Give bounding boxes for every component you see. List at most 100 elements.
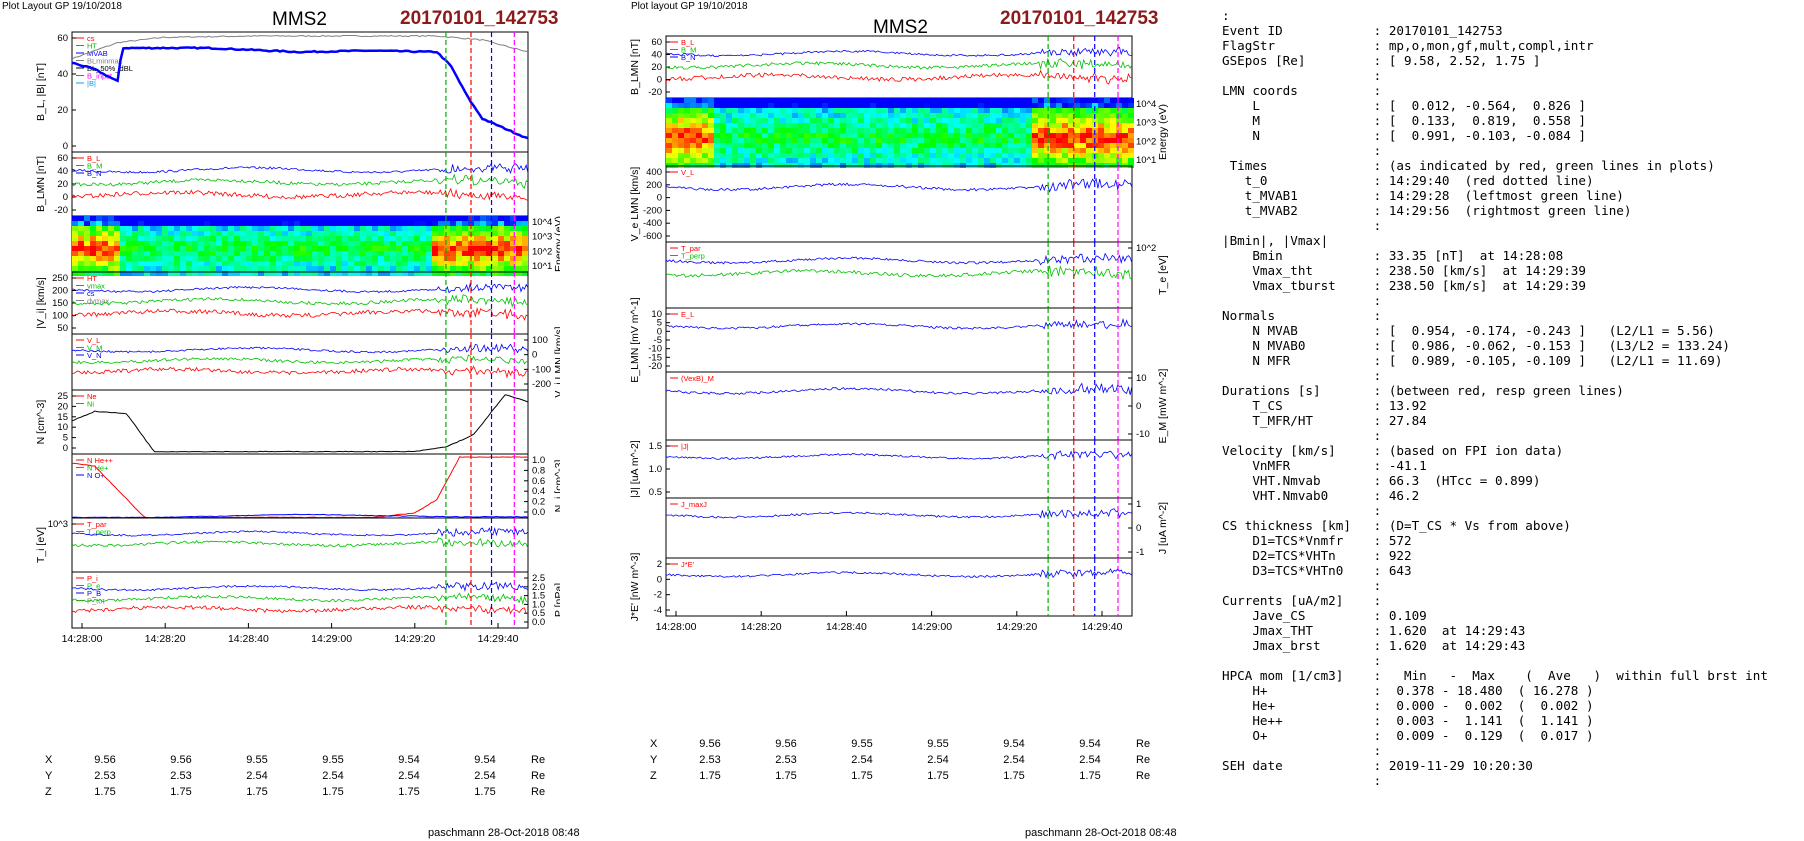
- coord-row: Z 1.75 1.75 1.75 1.75 1.75 1.75 Re: [650, 768, 1150, 784]
- panel-frame: [71, 453, 529, 519]
- y-tick-label: 0.6: [532, 476, 545, 487]
- y-tick-label: 10^2: [1136, 136, 1156, 147]
- coord-value: 1.75: [699, 770, 721, 782]
- info-key: D3=TCS*VHTn0: [1222, 563, 1374, 578]
- info-line: :: [1222, 773, 1768, 788]
- info-key: |Bmin|, |Vmax|: [1222, 233, 1374, 248]
- info-value: :: [1373, 428, 1382, 443]
- y-tick-label: 400: [646, 167, 662, 178]
- y-tick-label: 0: [63, 192, 68, 203]
- event-title-2: 20170101_142753: [1000, 8, 1159, 29]
- y-axis-label: T_i [eV]: [35, 527, 47, 563]
- legend-entry: T_par: [87, 520, 107, 529]
- info-key: Velocity [km/s]: [1222, 443, 1374, 458]
- coord-label: X: [650, 738, 658, 750]
- time-tick-label: 14:29:20: [394, 633, 435, 645]
- info-key: [1222, 503, 1374, 518]
- legend-entry: J*E': [681, 560, 695, 569]
- coord-unit: Re: [1136, 738, 1151, 750]
- trace: [665, 177, 1133, 193]
- coord-unit: Re: [531, 754, 546, 766]
- coord-value: 2.53: [775, 754, 797, 766]
- info-value: : [ 0.954, -0.174, -0.243 ] (L2/L1 = 5.5…: [1373, 323, 1715, 338]
- y-tick-label: 1: [1136, 499, 1141, 510]
- coord-value: 1.75: [170, 786, 192, 798]
- legend-entry: T_perp: [681, 252, 705, 261]
- info-key: D2=TCS*VHTn: [1222, 548, 1374, 563]
- coord-row: X 9.56 9.56 9.55 9.55 9.54 9.54 Re: [650, 736, 1150, 752]
- info-value: : 14:29:56 (rightmost green line): [1373, 203, 1632, 218]
- info-key: [1222, 143, 1374, 158]
- info-value: : 14:29:28 (leftmost green line): [1373, 188, 1624, 203]
- y-tick-label: -200: [532, 379, 551, 390]
- trace: [665, 508, 1133, 519]
- y-tick-label: -20: [648, 361, 662, 372]
- info-value: : 46.2: [1373, 488, 1420, 503]
- coord-value: 2.54: [474, 770, 496, 782]
- y-tick-label: -10: [1136, 429, 1150, 440]
- info-line: :: [1222, 143, 1768, 158]
- info-value: :: [1373, 743, 1382, 758]
- coord-value: 1.75: [94, 786, 116, 798]
- info-line: Jmax_brst : 1.620 at 14:29:43: [1222, 638, 1768, 653]
- legend-entry: V_L: [681, 168, 694, 177]
- layout-label-2: Plot layout GP 19/10/2018: [631, 1, 748, 12]
- info-value: : 238.50 [km/s] at 14:29:39: [1373, 263, 1586, 278]
- info-key: T_MFR/HT: [1222, 413, 1374, 428]
- y-tick-label: 10^2: [1136, 243, 1156, 254]
- info-line: N MFR : [ 0.989, -0.105, -0.109 ] (L2/L1…: [1222, 353, 1768, 368]
- info-line: N : [ 0.991, -0.103, -0.084 ]: [1222, 128, 1768, 143]
- y-tick-label: 10^3: [1136, 118, 1156, 129]
- coord-value: 1.75: [927, 770, 949, 782]
- info-key: [1222, 578, 1374, 593]
- y-axis-label: E_LMN [mV m^-1]: [629, 297, 641, 383]
- coord-value: 2.54: [322, 770, 344, 782]
- info-line: t_0 : 14:29:40 (red dotted line): [1222, 173, 1768, 188]
- coord-value: 9.55: [322, 754, 344, 766]
- panel-frame: [665, 35, 1133, 99]
- trace: [71, 354, 529, 365]
- coord-label: X: [45, 754, 53, 766]
- coords-table-1: X 9.56 9.56 9.55 9.55 9.54 9.54 Re Y 2.53 2.53 2.54…: [45, 752, 545, 800]
- info-value: : 922: [1373, 548, 1412, 563]
- y-tick-label: -2: [654, 590, 662, 601]
- info-key: [1222, 368, 1374, 383]
- coord-value: 9.56: [170, 754, 192, 766]
- info-value: : 0.009 - 0.129 ( 0.017 ): [1373, 728, 1594, 743]
- coord-value: 2.54: [246, 770, 268, 782]
- panel-frame: [71, 571, 529, 629]
- legend-entry: dvmax: [87, 297, 109, 306]
- y-tick-label: 100: [52, 311, 68, 322]
- info-line: :: [1222, 578, 1768, 593]
- time-tick-label: 14:28:00: [656, 621, 697, 633]
- info-key: Currents [uA/m2]: [1222, 593, 1374, 608]
- legend-entry: (VexB)_M: [681, 374, 714, 383]
- trace: [665, 252, 1133, 266]
- legend-entry: B_inpst: [87, 72, 113, 81]
- coord-value: 2.54: [927, 754, 949, 766]
- legend-entry: Ni: [87, 400, 94, 409]
- y-axis-label: B_LMN [nT]: [35, 156, 47, 212]
- y-tick-label: 40: [57, 166, 68, 177]
- info-line: :: [1222, 8, 1768, 23]
- info-line: L : [ 0.012, -0.564, 0.826 ]: [1222, 98, 1768, 113]
- info-key: :: [1222, 8, 1230, 23]
- info-line: :: [1222, 293, 1768, 308]
- info-key: [1222, 428, 1374, 443]
- info-value: : [ 0.986, -0.062, -0.153 ] (L3/L2 = 133…: [1373, 338, 1731, 353]
- info-value: : 14:29:40 (red dotted line): [1373, 173, 1594, 188]
- info-line: Vmax_tburst : 238.50 [km/s] at 14:29:39: [1222, 278, 1768, 293]
- info-key: HPCA mom [1/cm3]: [1222, 668, 1374, 683]
- info-line: M : [ 0.133, 0.819, 0.558 ]: [1222, 113, 1768, 128]
- trace: [665, 450, 1133, 461]
- y-tick-label: 0: [1136, 523, 1141, 534]
- info-key: SEH date: [1222, 758, 1374, 773]
- info-line: Event ID : 20170101_142753: [1222, 23, 1768, 38]
- legend-entry: E_L: [681, 310, 694, 319]
- legend-entry: P_B: [87, 589, 101, 598]
